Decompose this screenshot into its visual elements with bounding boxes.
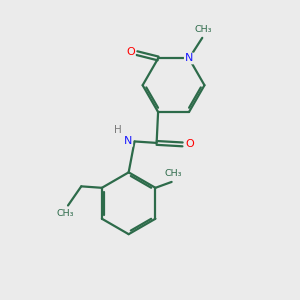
Text: CH₃: CH₃ bbox=[195, 25, 212, 34]
Text: N: N bbox=[185, 53, 193, 63]
Text: CH₃: CH₃ bbox=[164, 169, 182, 178]
Text: N: N bbox=[124, 136, 132, 146]
Text: H: H bbox=[115, 125, 122, 135]
Text: CH₃: CH₃ bbox=[57, 209, 74, 218]
Text: O: O bbox=[185, 140, 194, 149]
Text: O: O bbox=[126, 47, 135, 57]
